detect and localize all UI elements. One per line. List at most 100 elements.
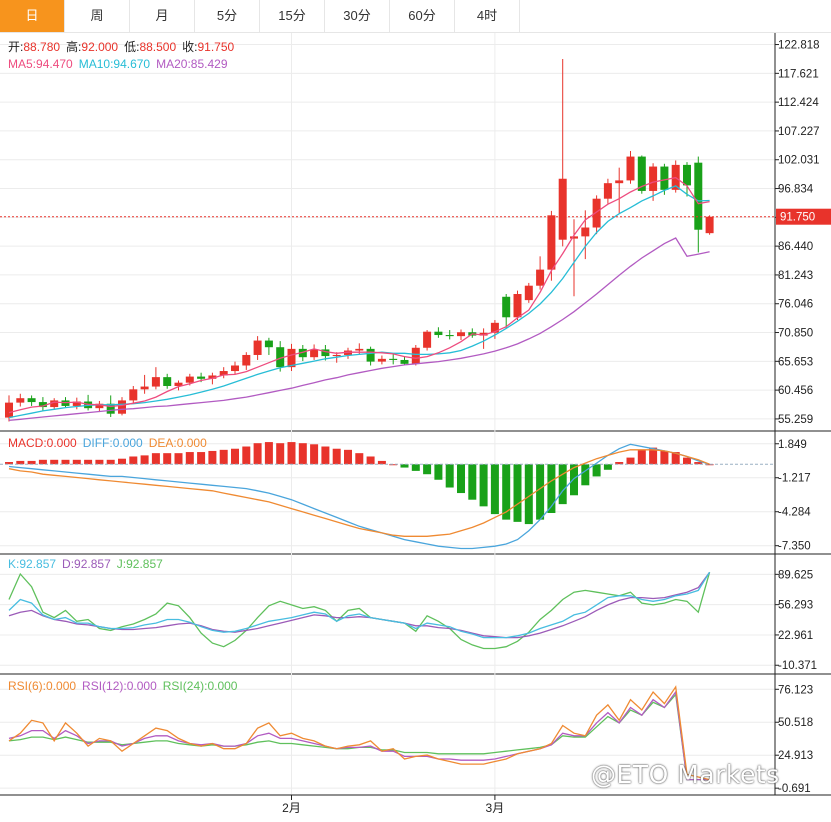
macd-bar	[434, 464, 443, 480]
tab-0[interactable]: 日	[0, 0, 65, 32]
candle	[264, 337, 273, 355]
macd-bar	[61, 459, 70, 465]
macd-bar	[208, 450, 217, 465]
candle	[581, 210, 590, 260]
candle	[377, 355, 386, 365]
candle	[603, 178, 612, 204]
kdj-d-line	[8, 571, 711, 639]
last-price-label: 91.750	[780, 212, 815, 224]
macd-bar	[592, 464, 601, 477]
candle-body	[332, 354, 341, 357]
candle	[84, 394, 93, 411]
candle-body	[106, 403, 115, 414]
candle	[490, 320, 499, 339]
candle-body	[310, 349, 319, 358]
tab-1[interactable]: 周	[65, 0, 130, 32]
macd-bar	[603, 464, 612, 470]
macd-bar	[163, 453, 172, 465]
candle	[140, 374, 149, 394]
tab-5[interactable]: 30分	[325, 0, 390, 32]
tab-2[interactable]: 月	[130, 0, 195, 32]
macd-bar	[705, 464, 714, 466]
ma-legend-value: 85.429	[191, 57, 228, 71]
candle-body	[366, 348, 375, 362]
last-price-box	[776, 208, 831, 225]
ma-legend-label: MA20:	[156, 57, 191, 71]
rsi12-line	[8, 690, 710, 781]
candle-body	[355, 348, 364, 351]
macd-bar	[411, 464, 420, 471]
candle	[174, 380, 183, 391]
candle-body	[377, 358, 386, 362]
macd-bar	[151, 453, 160, 465]
candle-body	[581, 227, 590, 237]
candle	[626, 151, 635, 184]
candle-body	[389, 358, 398, 360]
macd-bar	[660, 450, 669, 465]
candle-body	[411, 347, 420, 364]
ma-legend-label: MA10:	[79, 57, 114, 71]
macd-bar	[581, 464, 590, 486]
candle	[705, 215, 714, 235]
grid	[0, 33, 831, 796]
macd-bar	[140, 455, 149, 465]
candle	[411, 344, 420, 366]
candle	[434, 327, 443, 338]
kdj-legend: K:92.857 D:92.857 J:92.857	[8, 557, 163, 571]
candle	[423, 330, 432, 351]
candle	[524, 282, 533, 303]
candle-body	[118, 400, 126, 414]
macd-bar	[231, 448, 239, 465]
y-tick-label: 112.424	[778, 97, 819, 109]
ohlc-legend-value: 92.000	[81, 40, 118, 54]
candle-body	[287, 348, 296, 368]
candle-body	[423, 331, 432, 348]
x-tick-label: 2月	[282, 801, 301, 815]
rsi-legend-value: 0.000	[46, 679, 76, 693]
macd-bar	[38, 459, 47, 465]
candle-body	[72, 401, 81, 406]
tab-4[interactable]: 15分	[260, 0, 325, 32]
candle	[366, 346, 375, 366]
candle-body	[683, 164, 691, 186]
y-tick-label: -1.217	[778, 473, 811, 485]
y-tick-label: 60.456	[778, 385, 813, 397]
candle-body	[570, 236, 578, 239]
y-tick-label: 65.653	[778, 356, 813, 368]
macd-bar	[683, 457, 691, 465]
ma-legend-value: 94.670	[113, 57, 150, 71]
ohlc-legend-value: 88.780	[23, 40, 60, 54]
candle	[502, 294, 511, 329]
macd-bar	[344, 449, 352, 465]
macd-bar	[197, 452, 206, 465]
y-tick-label: 50.518	[778, 717, 813, 729]
macd-bar	[389, 464, 398, 466]
timeframe-tabs: 日周月 5分 15分 30分 60分 4时	[0, 0, 831, 33]
tab-7[interactable]: 4时	[455, 0, 520, 32]
macd-bar	[536, 464, 545, 520]
y-tick-label: 81.243	[778, 270, 813, 282]
tab-3[interactable]: 5分	[195, 0, 260, 32]
ohlc-legend-label: 高:	[66, 39, 81, 54]
candle	[253, 336, 262, 360]
candle-body	[694, 162, 703, 230]
macd-bar	[106, 459, 115, 465]
candle	[513, 290, 522, 321]
macd-bar	[366, 456, 375, 465]
ohlc-legend-label: 收:	[182, 40, 197, 54]
macd-bar	[84, 459, 93, 465]
macd-bar	[637, 449, 646, 465]
ma-legend-label: MA5:	[8, 57, 36, 71]
macd-bar	[185, 452, 194, 465]
macd-bar	[400, 464, 409, 468]
macd-bar	[524, 464, 533, 525]
macd-bar	[445, 464, 454, 488]
y-tick-label: 1.849	[778, 439, 807, 451]
candle-body	[547, 215, 556, 270]
y-tick-label: 107.227	[778, 126, 820, 138]
macd-bar	[547, 464, 556, 513]
tab-6[interactable]: 60分	[390, 0, 455, 32]
ohlc-legend-label: 开:	[8, 40, 23, 54]
macd-bar	[502, 464, 511, 520]
y-tick-label: 70.850	[778, 328, 813, 340]
